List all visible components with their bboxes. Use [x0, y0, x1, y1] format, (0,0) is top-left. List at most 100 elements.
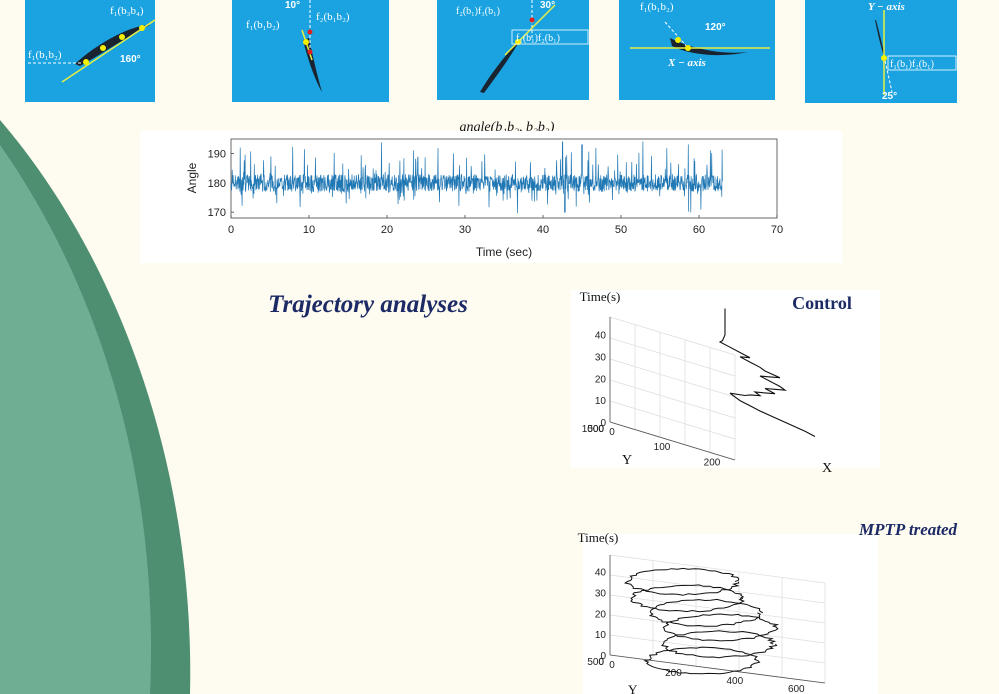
z-tick-label: 10: [595, 630, 607, 641]
y-tick-label: 0: [598, 657, 604, 668]
grid-line: [609, 574, 826, 604]
grid-line: [609, 634, 826, 664]
z-tick-label: 40: [595, 568, 607, 579]
trajectory-loop: [661, 630, 778, 659]
grid-line: [609, 316, 736, 356]
landmark-point: [119, 34, 125, 40]
trajectory-loop: [643, 646, 761, 675]
z-tick-label: 30: [595, 589, 607, 600]
z-tick-label: 20: [595, 609, 607, 620]
control-trajectory-line: [718, 308, 816, 437]
y-tick-label: 1000: [582, 424, 605, 435]
z-tick-label: 30: [595, 352, 607, 363]
control-y-label: Y: [622, 453, 632, 468]
wave-shape-light: [0, 145, 152, 694]
decorative-wave: [0, 120, 191, 694]
angle-label: 160°: [120, 54, 141, 65]
y-tick-label: 0: [598, 424, 604, 435]
x-tick-label: 10: [303, 224, 315, 236]
x-tick-label: 40: [537, 224, 549, 236]
fish-label: f₁(b₁b₂): [246, 19, 280, 31]
mptp-trajectory-loops: [623, 567, 780, 675]
landmark-point: [307, 49, 313, 55]
trajectory-loop: [623, 567, 740, 596]
grid-line: [609, 358, 736, 398]
angle-axes: 0 10 20 30 40 50 60 70 170 180 190: [208, 149, 783, 236]
mptp-z-label: Time(s): [578, 530, 619, 545]
x-tick-label: 0: [228, 224, 234, 236]
fish-label: f₁(b₁)f₂(b₁): [516, 33, 560, 44]
mptp-title: MPTP treated: [858, 520, 958, 539]
fish-panels: f₁(b₃b₄) f₁(b₁b₂) 160° 10° f₁(b₁b₂) f₂(b…: [25, 0, 957, 103]
x-tick-label: 200: [665, 668, 682, 679]
angle-x-label: Time (sec): [476, 245, 532, 259]
angle-label: 30°: [540, 0, 555, 11]
fish-label: f₁(b₁b₂): [28, 49, 62, 61]
label-box: [511, 29, 589, 45]
axis-line: [301, 29, 313, 61]
landmark-point: [881, 55, 887, 61]
x-tick-label: 200: [704, 457, 721, 468]
y-tick-label: 170: [208, 207, 226, 219]
fish-panel-3: f₂(b₁)f₃(b₁) 30° f₁(b₁)f₂(b₁): [437, 0, 589, 100]
grid-line: [609, 554, 826, 584]
y-tick-label: 500: [587, 424, 604, 435]
landmark-point: [303, 39, 309, 45]
z-tick-label: 0: [600, 418, 606, 429]
grid-line: [609, 379, 736, 419]
x-tick-label: 50: [615, 224, 627, 236]
water-background: [805, 0, 957, 103]
fish-panel-1: f₁(b₃b₄) f₁(b₁b₂) 160°: [25, 0, 156, 102]
z-tick-label: 0: [600, 651, 606, 662]
trajectory-loop: [648, 598, 764, 627]
angle-y-label: Angle: [185, 162, 199, 193]
angle-label: 10°: [285, 0, 300, 11]
section-title: Trajectory analyses: [268, 291, 468, 318]
x-tick-label: 100: [654, 442, 671, 453]
landmark-point: [139, 25, 145, 31]
fish-body: [670, 38, 748, 56]
angle-series-line: [230, 141, 723, 214]
z-tick-label: 20: [595, 374, 607, 385]
x-tick-label: 60: [693, 224, 705, 236]
x-tick-label: 0: [609, 427, 615, 438]
x-tick-label: 20: [381, 224, 393, 236]
control-title: Control: [792, 293, 852, 313]
angle-label: 120°: [705, 22, 726, 33]
fish-panel-4: f₁(b₁b₂) 120° X − axis: [619, 0, 775, 100]
fish-label: f₁(b₃b₄): [110, 5, 144, 17]
angle-chart: angle(b₁b₂, b₂b₃) 0 10 20 30 40 50 60 701701801…: [140, 120, 842, 263]
x-axis-line: [609, 421, 736, 461]
landmark-point: [675, 37, 681, 43]
x-tick-label: 0: [609, 660, 615, 671]
landmark-point: [307, 29, 313, 35]
fish-panel-2: 10° f₁(b₁b₂) f₂(b₁b₂): [232, 0, 389, 102]
y-tick-label: 190: [208, 149, 226, 161]
landmark-point: [685, 45, 691, 51]
y-tick-label: 180: [208, 178, 226, 190]
trajectory-loop: [662, 613, 780, 642]
x-tick-label: 400: [727, 676, 744, 687]
control-z-label: Time(s): [580, 289, 621, 304]
mptp-y-label: Y: [628, 682, 638, 694]
reference-line: [883, 55, 893, 93]
x-tick-label: 70: [771, 224, 783, 236]
grid-line: [609, 400, 736, 440]
y-tick-label: 500: [587, 657, 604, 668]
landmark-point: [529, 17, 535, 23]
landmark-point: [83, 59, 89, 65]
grid-line: [609, 337, 736, 377]
grid-line: [609, 594, 826, 624]
x-axis-line: [609, 654, 826, 684]
landmark-point: [515, 39, 521, 45]
water-background: [25, 0, 155, 102]
fish-label: f₁(b₁b₂): [640, 1, 674, 13]
axis-line: [61, 19, 156, 83]
landmark-point: [100, 45, 106, 51]
fish-label: f₁(b₁)f₂(b₁): [890, 59, 934, 70]
